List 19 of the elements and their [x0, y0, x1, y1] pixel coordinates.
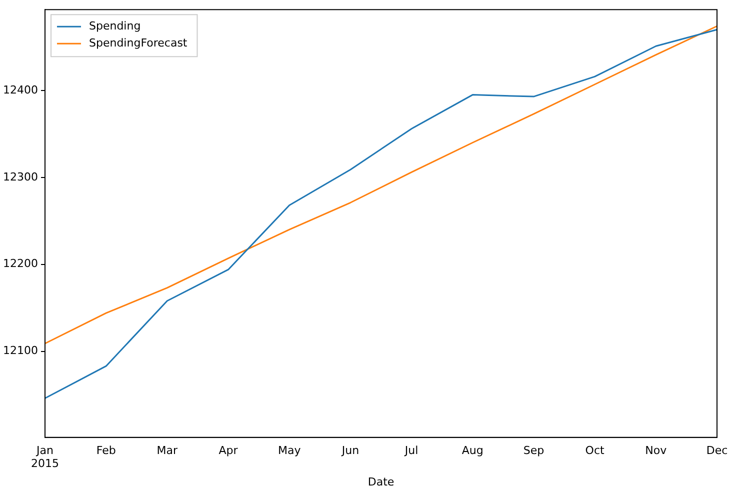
x-tick-label: Mar: [156, 444, 178, 457]
y-tick-label: 12300: [2, 170, 38, 184]
x-tick-label: Oct: [585, 444, 606, 457]
x-tick-label: Jan 2015: [30, 444, 59, 470]
y-tick-label: 12100: [2, 344, 38, 358]
x-tick-label: May: [278, 444, 302, 457]
x-tick-label: Jun: [340, 444, 360, 457]
x-tick-label: Nov: [645, 444, 668, 457]
legend-label: Spending: [88, 19, 141, 32]
x-tick-label: Sep: [523, 444, 544, 457]
x-tick-label: Apr: [218, 444, 238, 457]
x-tick-label: Jul: [404, 444, 418, 457]
x-axis-title: Date: [368, 475, 394, 488]
x-tick-label: Dec: [706, 444, 728, 457]
y-tick-label: 12400: [2, 83, 38, 96]
legend-label: SpendingForecast: [88, 36, 188, 50]
x-tick-label: Aug: [462, 444, 484, 457]
y-tick-label: 12200: [2, 257, 38, 270]
x-tick-label: Feb: [96, 444, 116, 457]
